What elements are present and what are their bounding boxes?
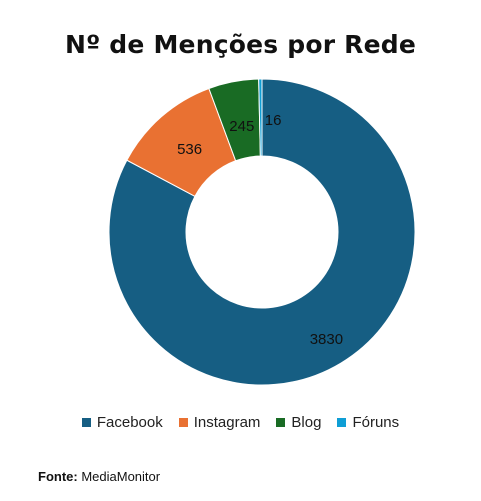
source-label: Fonte: — [38, 469, 78, 484]
donut-data-labels: 3830 536 245 16 — [177, 112, 343, 348]
data-label-blog: 245 — [229, 118, 254, 135]
source-text: MediaMonitor — [81, 469, 161, 484]
legend-item-instagram: Instagram — [178, 414, 261, 431]
slice-fruns — [258, 78, 263, 157]
legend-label-foruns: Fóruns — [352, 414, 400, 431]
data-label-fruns: 16 — [265, 112, 282, 129]
legend-swatch-blog — [276, 418, 286, 427]
legend-label-facebook: Facebook — [96, 414, 163, 431]
data-label-facebook: 3830 — [310, 331, 343, 348]
legend-label-blog: Blog — [291, 414, 322, 431]
donut-slices — [108, 78, 416, 386]
legend-item-facebook: Facebook — [81, 414, 163, 431]
slice-facebook — [108, 78, 416, 386]
legend-swatch-foruns — [337, 418, 347, 427]
chart-title: Nº de Menções por Rede — [64, 30, 416, 59]
legend-swatch-facebook — [81, 418, 91, 427]
legend-swatch-instagram — [178, 418, 188, 427]
chart-legend: Facebook Instagram Blog Fóruns — [0, 414, 481, 431]
legend-item-blog: Blog — [276, 414, 321, 431]
chart-source: Fonte: MediaMonitor — [38, 469, 160, 484]
legend-label-instagram: Instagram — [193, 414, 261, 431]
data-label-instagram: 536 — [177, 141, 202, 158]
legend-item-foruns: Fóruns — [337, 414, 399, 431]
